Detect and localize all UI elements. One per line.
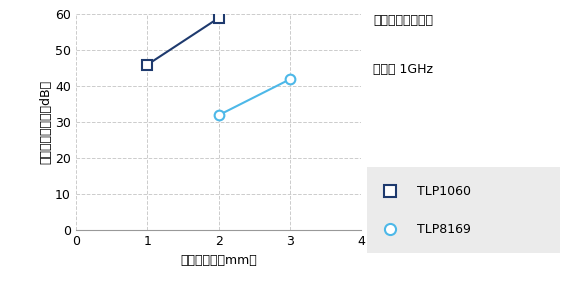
Text: TLP8169: TLP8169 — [417, 223, 471, 236]
X-axis label: 成形品厚み（mm）: 成形品厚み（mm） — [180, 254, 257, 267]
Text: アドバンテスト法: アドバンテスト法 — [373, 14, 433, 27]
Text: TLP1060: TLP1060 — [417, 185, 471, 198]
Y-axis label: 電波しゃへい性（dB）: 電波しゃへい性（dB） — [39, 80, 52, 164]
Text: 周波数 1GHz: 周波数 1GHz — [373, 63, 433, 76]
